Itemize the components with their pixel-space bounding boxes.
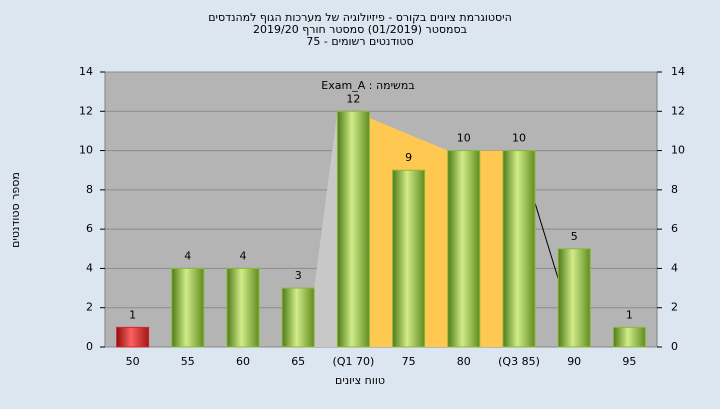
y-tick-label: 6 bbox=[86, 222, 93, 235]
y2-tick-label: 12 bbox=[671, 104, 685, 117]
x-tick-label: (Q1 70) bbox=[333, 355, 375, 368]
bar bbox=[392, 169, 426, 348]
data-label: 5 bbox=[571, 230, 578, 243]
y2-tick-label: 2 bbox=[671, 301, 678, 314]
bar bbox=[116, 326, 150, 348]
y2-tick-label: 10 bbox=[671, 144, 685, 157]
annotation: Exam_A : במשימה bbox=[321, 79, 414, 92]
y2-tick-label: 8 bbox=[671, 183, 678, 196]
bar bbox=[557, 248, 591, 348]
data-label: 12 bbox=[346, 92, 360, 105]
x-axis-label: טווח ציונים bbox=[335, 374, 385, 387]
y2-tick-label: 0 bbox=[671, 340, 678, 353]
data-label: 1 bbox=[129, 308, 136, 321]
data-label: 3 bbox=[295, 269, 302, 282]
x-tick-label: 55 bbox=[181, 355, 195, 368]
bar bbox=[502, 150, 536, 348]
x-tick-label: 75 bbox=[402, 355, 416, 368]
data-label: 9 bbox=[405, 151, 412, 164]
x-tick-label: 65 bbox=[291, 355, 305, 368]
data-label: 4 bbox=[184, 249, 191, 262]
chart-subtitle: סטודנטים רשומים - 75 bbox=[306, 35, 413, 48]
y2-tick-label: 14 bbox=[671, 65, 685, 78]
y-axis-label: מספר סטודנטים bbox=[9, 172, 22, 248]
bar bbox=[281, 287, 315, 348]
y-tick-label: 4 bbox=[86, 261, 93, 274]
y2-tick-label: 6 bbox=[671, 222, 678, 235]
chart-subtitle: בסמסטר (01/2019) סמסטר חורף 2019/20 bbox=[253, 23, 467, 36]
y-tick-label: 14 bbox=[79, 65, 93, 78]
data-label: 4 bbox=[240, 249, 247, 262]
data-label: 1 bbox=[626, 308, 633, 321]
x-tick-label: 90 bbox=[567, 355, 581, 368]
bar bbox=[171, 267, 205, 348]
data-label: 10 bbox=[512, 132, 526, 145]
tail-area bbox=[314, 111, 338, 348]
bar bbox=[447, 150, 481, 348]
x-tick-label: 80 bbox=[457, 355, 471, 368]
data-label: 10 bbox=[457, 132, 471, 145]
x-tick-label: 95 bbox=[622, 355, 636, 368]
x-tick-label: (Q3 85) bbox=[498, 355, 540, 368]
y-tick-label: 2 bbox=[86, 301, 93, 314]
x-tick-label: 60 bbox=[236, 355, 250, 368]
bar bbox=[226, 267, 260, 348]
y-tick-label: 8 bbox=[86, 183, 93, 196]
chart-title: היסטוגרמת ציונים בקורס - פיזיולוגיה של מ… bbox=[208, 11, 512, 24]
y2-tick-label: 4 bbox=[671, 261, 678, 274]
y-tick-label: 10 bbox=[79, 144, 93, 157]
y-tick-label: 0 bbox=[86, 340, 93, 353]
bar bbox=[612, 326, 646, 348]
y-tick-label: 12 bbox=[79, 104, 93, 117]
bar bbox=[336, 110, 370, 348]
x-tick-label: 50 bbox=[126, 355, 140, 368]
